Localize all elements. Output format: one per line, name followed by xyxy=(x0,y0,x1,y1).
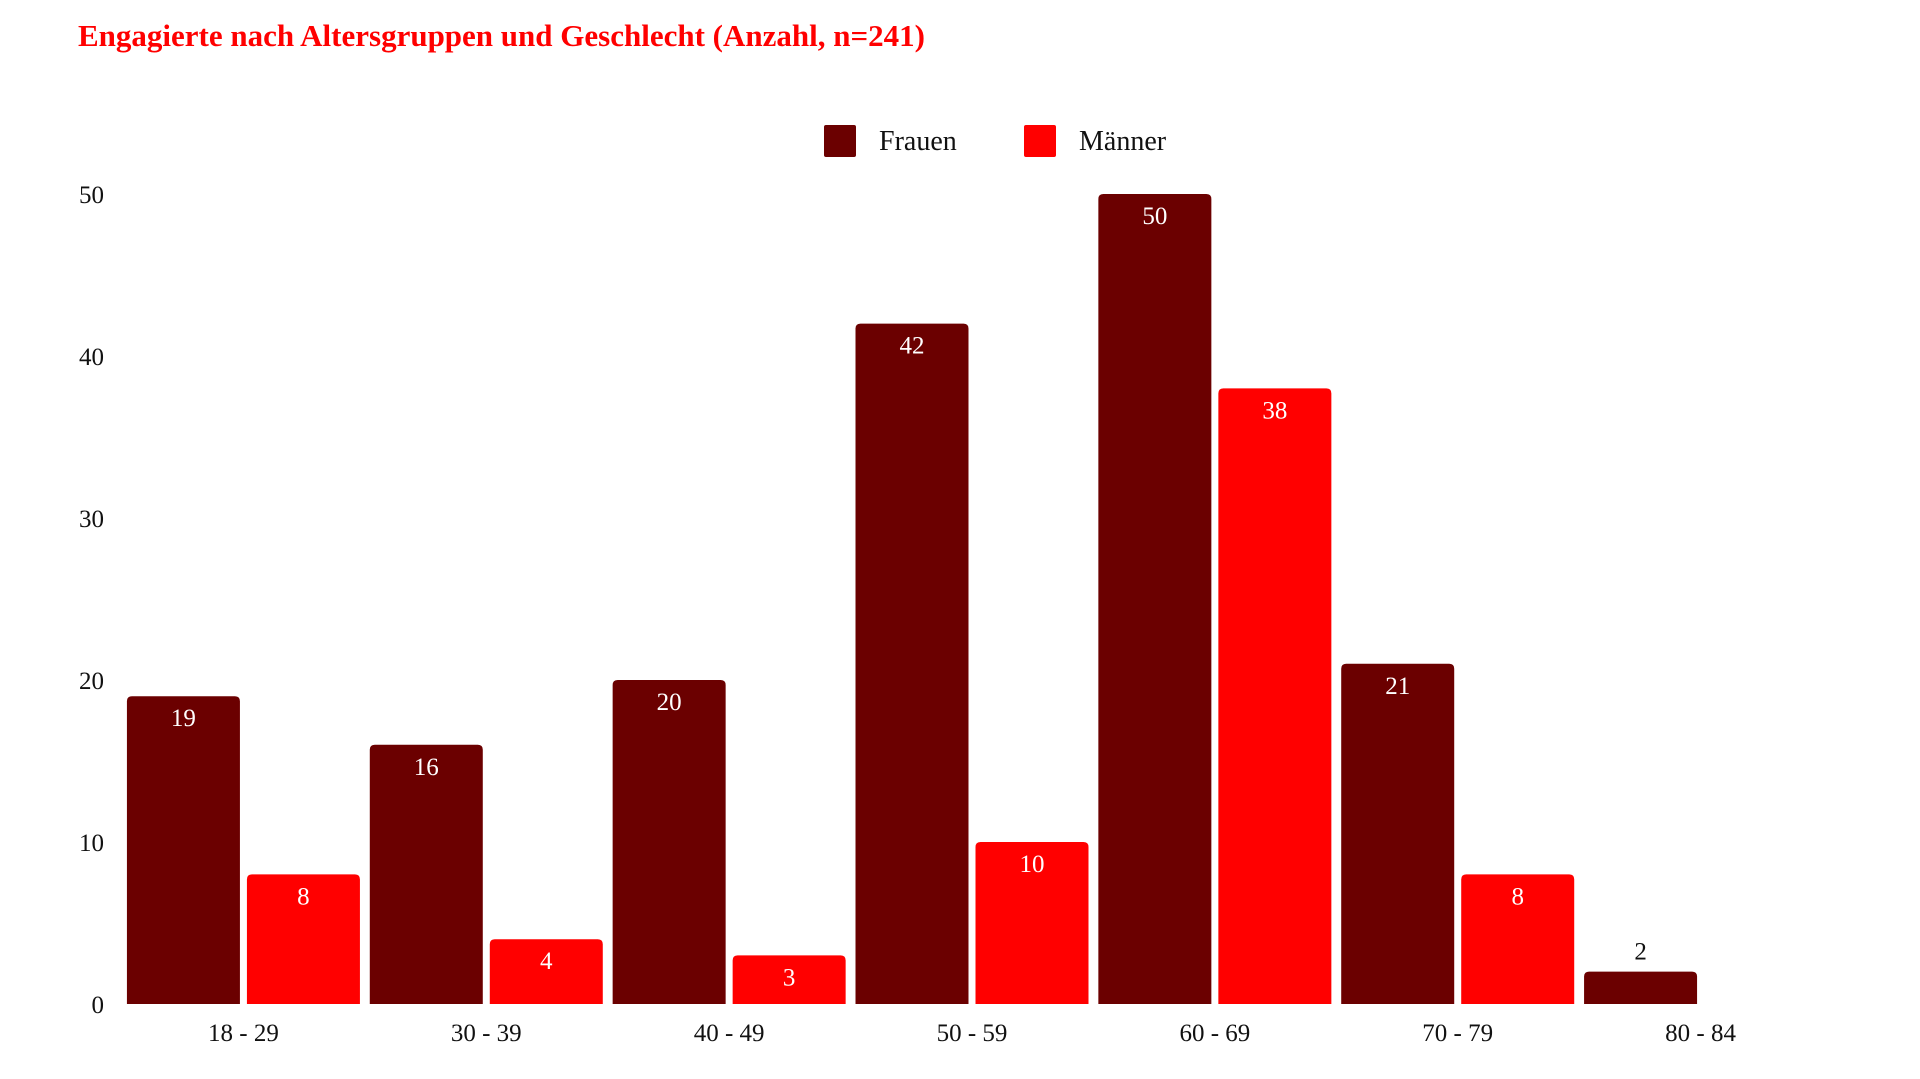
bar-frauen xyxy=(1341,663,1455,1004)
data-label: 10 xyxy=(1020,851,1045,878)
data-label: 16 xyxy=(414,754,439,781)
legend-label: Frauen xyxy=(879,126,957,157)
data-label: 8 xyxy=(297,883,310,910)
bar-frauen xyxy=(369,744,483,1004)
y-axis: 0 10 20 30 40 50 xyxy=(79,182,104,1019)
data-label: 8 xyxy=(1511,883,1524,910)
x-tick-label: 18 - 29 xyxy=(208,1020,279,1047)
data-label: 42 xyxy=(900,333,925,360)
x-tick-label: 30 - 39 xyxy=(451,1020,522,1047)
bar-frauen xyxy=(1098,194,1212,1004)
x-tick-label: 50 - 59 xyxy=(937,1020,1008,1047)
x-tick-label: 40 - 49 xyxy=(694,1020,765,1047)
legend: Frauen Männer xyxy=(824,125,1167,157)
chart-title: Engagierte nach Altersgruppen und Geschl… xyxy=(78,18,925,53)
y-tick-label: 10 xyxy=(79,830,104,857)
y-tick-label: 0 xyxy=(92,992,105,1019)
data-label: 4 xyxy=(540,948,553,975)
data-label: 50 xyxy=(1142,203,1167,230)
y-tick-label: 40 xyxy=(79,344,104,371)
data-label: 21 xyxy=(1385,673,1410,700)
bar-männer xyxy=(489,939,603,1004)
bar-männer xyxy=(1461,874,1575,1004)
data-label: 20 xyxy=(657,689,682,716)
bar-männer xyxy=(1218,388,1332,1004)
x-tick-label: 70 - 79 xyxy=(1422,1020,1493,1047)
bar-frauen xyxy=(855,323,969,1005)
legend-swatch xyxy=(1024,125,1056,157)
x-tick-label: 60 - 69 xyxy=(1179,1020,1250,1047)
x-tick-label: 80 - 84 xyxy=(1665,1020,1736,1047)
bar-männer xyxy=(246,874,360,1004)
y-tick-label: 30 xyxy=(79,506,104,533)
bar-frauen xyxy=(612,680,726,1004)
data-label: 3 xyxy=(783,964,796,991)
legend-swatch xyxy=(824,125,856,157)
data-label: 19 xyxy=(171,705,196,732)
y-tick-label: 20 xyxy=(79,668,104,695)
bar-frauen xyxy=(126,696,240,1004)
legend-label: Männer xyxy=(1079,126,1167,157)
bar-männer xyxy=(975,842,1089,1004)
data-label: 2 xyxy=(1634,939,1647,966)
bar-männer xyxy=(732,955,846,1004)
bars: 19 16 20 42 50 21 2 8 4 3 10 38 8 xyxy=(126,194,1698,1005)
y-tick-label: 50 xyxy=(79,182,104,209)
bar-frauen xyxy=(1584,971,1698,1004)
x-axis: 18 - 29 30 - 39 40 - 49 50 - 59 60 - 69 70 - … xyxy=(208,1020,1736,1047)
data-label: 38 xyxy=(1262,397,1287,424)
